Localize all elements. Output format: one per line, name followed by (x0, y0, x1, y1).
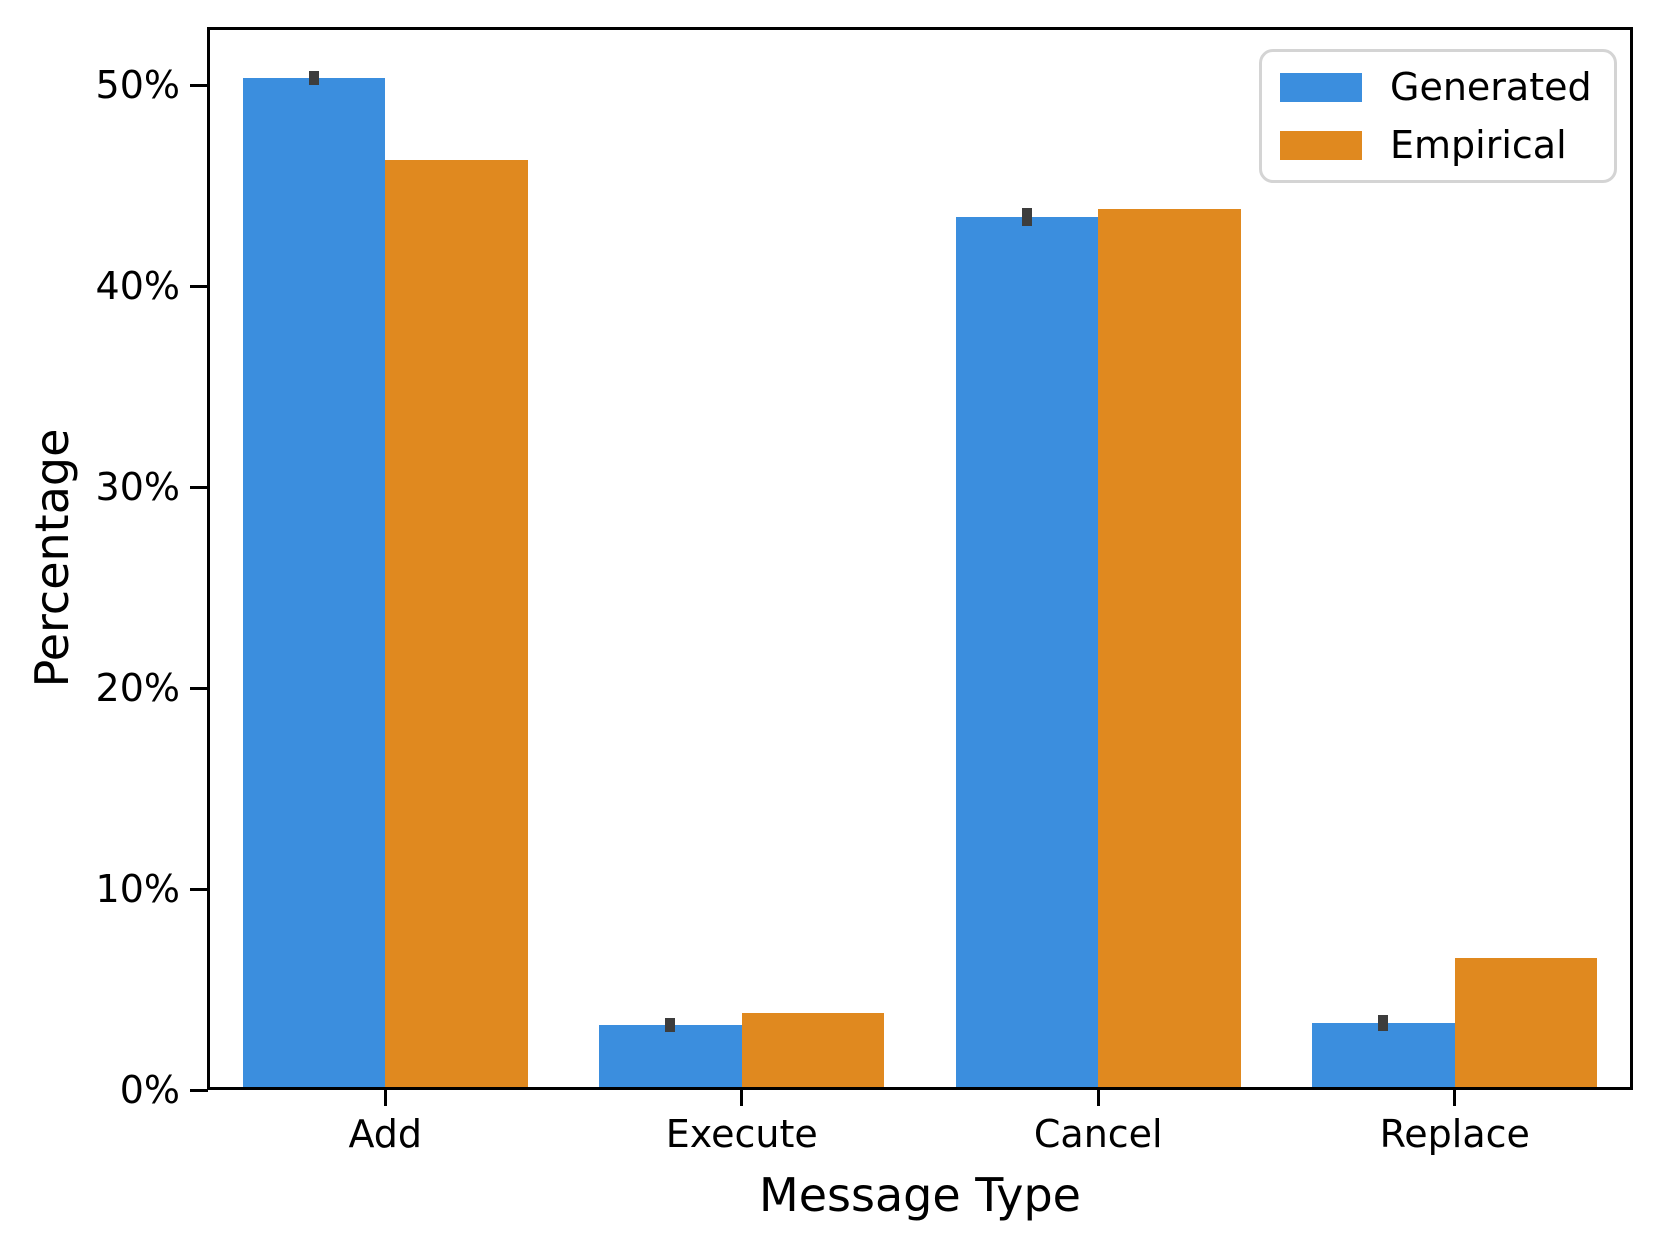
legend-item-empirical: Empirical (1280, 118, 1592, 172)
x-tick-label: Replace (1379, 1112, 1530, 1156)
x-tick (1453, 1090, 1457, 1106)
error-bar-replace (1378, 1014, 1389, 1031)
y-tick-label: 40% (95, 264, 180, 308)
x-tick-label: Add (348, 1112, 423, 1156)
error-bar-execute (665, 1017, 676, 1032)
y-tick-label: 0% (119, 1068, 180, 1112)
bar-generated-replace (1312, 1022, 1455, 1087)
y-tick (190, 887, 208, 891)
bar-generated-execute (599, 1024, 742, 1087)
x-tick-label: Cancel (1033, 1112, 1163, 1156)
bar-empirical-cancel (1098, 208, 1241, 1087)
plot-area (207, 27, 1633, 1090)
legend-swatch-empirical-icon (1280, 130, 1362, 160)
legend-item-generated: Generated (1280, 60, 1592, 114)
x-tick-label: Execute (665, 1112, 818, 1156)
legend: Generated Empirical (1259, 49, 1617, 183)
bar-empirical-add (385, 160, 528, 1087)
bar-empirical-execute (741, 1012, 885, 1087)
bar-generated-add (242, 77, 386, 1087)
legend-label-generated: Generated (1390, 65, 1592, 109)
y-tick (190, 686, 208, 690)
y-tick-label: 10% (95, 867, 180, 911)
bar-generated-cancel (955, 216, 1099, 1087)
bar-empirical-replace (1454, 958, 1598, 1087)
y-tick-label: 50% (95, 63, 180, 107)
x-axis-label: Message Type (759, 1168, 1081, 1222)
y-tick (190, 1088, 208, 1092)
y-tick (190, 485, 208, 489)
error-bar-add (308, 70, 319, 86)
y-tick (190, 284, 208, 288)
legend-swatch-generated-icon (1280, 72, 1362, 102)
error-bar-cancel (1021, 207, 1032, 226)
legend-label-empirical: Empirical (1390, 123, 1567, 167)
y-tick (190, 83, 208, 87)
x-tick (383, 1090, 387, 1106)
y-tick-label: 20% (95, 666, 180, 710)
x-tick (1096, 1090, 1100, 1106)
y-tick-label: 30% (95, 465, 180, 509)
x-tick (740, 1090, 744, 1106)
